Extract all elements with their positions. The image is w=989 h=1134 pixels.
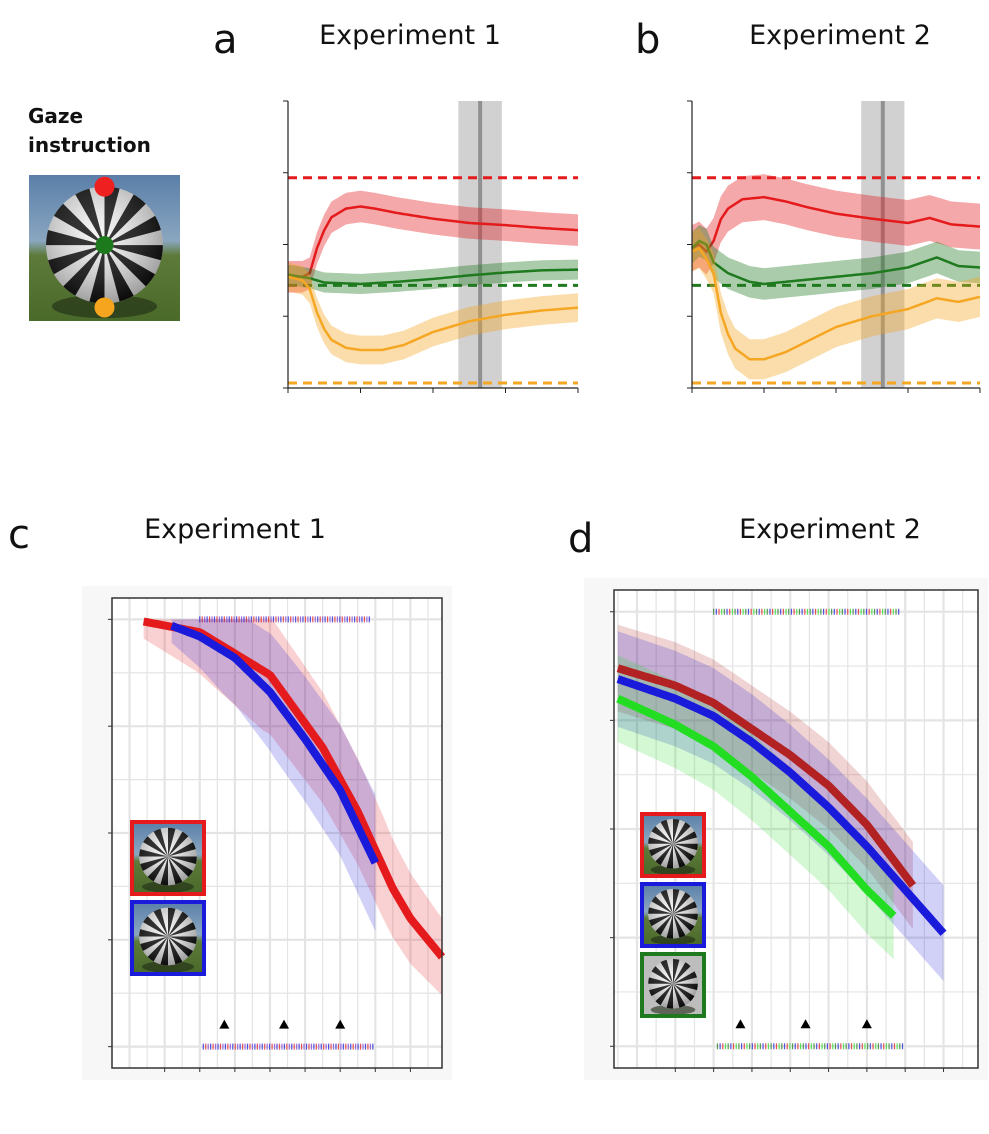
legend-icon-blue bbox=[642, 884, 704, 946]
legend-icon-frame-blue bbox=[130, 900, 206, 976]
mean-triangle-marker bbox=[861, 1019, 872, 1029]
series-band-red bbox=[143, 619, 442, 996]
panel-label-b: b bbox=[635, 17, 660, 63]
series-line-green bbox=[691, 239, 981, 286]
gaze-title-line2: instruction bbox=[28, 133, 151, 157]
mean-triangle-marker bbox=[219, 1019, 230, 1029]
series-band-green bbox=[692, 225, 980, 300]
legend-icon-frame-green bbox=[640, 952, 706, 1018]
panel-title-c: Experiment 1 bbox=[144, 514, 326, 545]
series-band-orange bbox=[692, 227, 980, 380]
chart-panel-d bbox=[584, 578, 988, 1080]
legend-icon-red bbox=[642, 814, 704, 876]
series-line-brightgreen bbox=[616, 694, 897, 919]
series-band-orange bbox=[288, 262, 578, 365]
gaze-target-center bbox=[95, 236, 114, 255]
series-band-darkred bbox=[617, 624, 913, 929]
series-band-red bbox=[288, 190, 578, 293]
chart-panel-c bbox=[82, 586, 452, 1080]
gaze-sphere bbox=[29, 175, 180, 321]
legend-icon-green-shadow bbox=[650, 1004, 696, 1015]
legend-icon-blue-shadow bbox=[142, 961, 194, 973]
series-line-red bbox=[288, 205, 579, 279]
mean-triangle-marker bbox=[279, 1019, 290, 1029]
legend-icon-frame-blue bbox=[640, 882, 706, 948]
legend-icon-frame-red bbox=[130, 820, 206, 896]
series-line-blue bbox=[169, 622, 379, 865]
gaze-target-down bbox=[94, 297, 115, 318]
legend-icon-frame-red bbox=[640, 812, 706, 878]
legend-icon-blue-shading bbox=[139, 907, 197, 966]
mean-triangle-marker bbox=[335, 1019, 346, 1029]
legend-icon-blue-shadow bbox=[650, 934, 696, 945]
gaze-stimulus-image bbox=[29, 175, 180, 321]
panel-title-d: Experiment 2 bbox=[739, 514, 921, 545]
series-line-orange bbox=[691, 246, 981, 361]
series-band-red bbox=[692, 174, 980, 275]
series-line-green bbox=[287, 268, 579, 286]
panel-label-a: a bbox=[213, 17, 238, 63]
legend-icon-red-shadow bbox=[650, 864, 696, 875]
panel-label-d: d bbox=[568, 516, 593, 562]
series-line-darkred bbox=[616, 664, 917, 888]
panel-title-a: Experiment 1 bbox=[319, 20, 501, 51]
legend-icon-green-shading bbox=[648, 958, 698, 1009]
mean-triangle-marker bbox=[735, 1019, 746, 1029]
chart-panel-a bbox=[283, 100, 579, 393]
legend-icon-red-shadow bbox=[142, 881, 194, 893]
legend-icon-red-shading bbox=[648, 818, 698, 869]
mean-triangle-marker bbox=[800, 1019, 811, 1029]
panel-title-b: Experiment 2 bbox=[749, 20, 931, 51]
legend-icon-red bbox=[132, 822, 204, 894]
legend-icon-red-shading bbox=[139, 827, 197, 886]
series-band-green bbox=[288, 259, 578, 295]
gaze-target-up bbox=[94, 176, 115, 197]
series-line-orange bbox=[287, 275, 579, 352]
legend-icon-blue-shading bbox=[648, 888, 698, 939]
gaze-title-line1: Gaze bbox=[28, 104, 83, 128]
chart-panel-b bbox=[687, 100, 981, 393]
legend-icon-blue bbox=[132, 902, 204, 974]
series-line-blue bbox=[616, 675, 947, 936]
legend-icon-green bbox=[642, 954, 704, 1016]
series-line-red bbox=[691, 195, 981, 254]
gaze-instruction: Gaze instruction bbox=[28, 104, 180, 321]
panel-label-c: c bbox=[8, 512, 30, 558]
